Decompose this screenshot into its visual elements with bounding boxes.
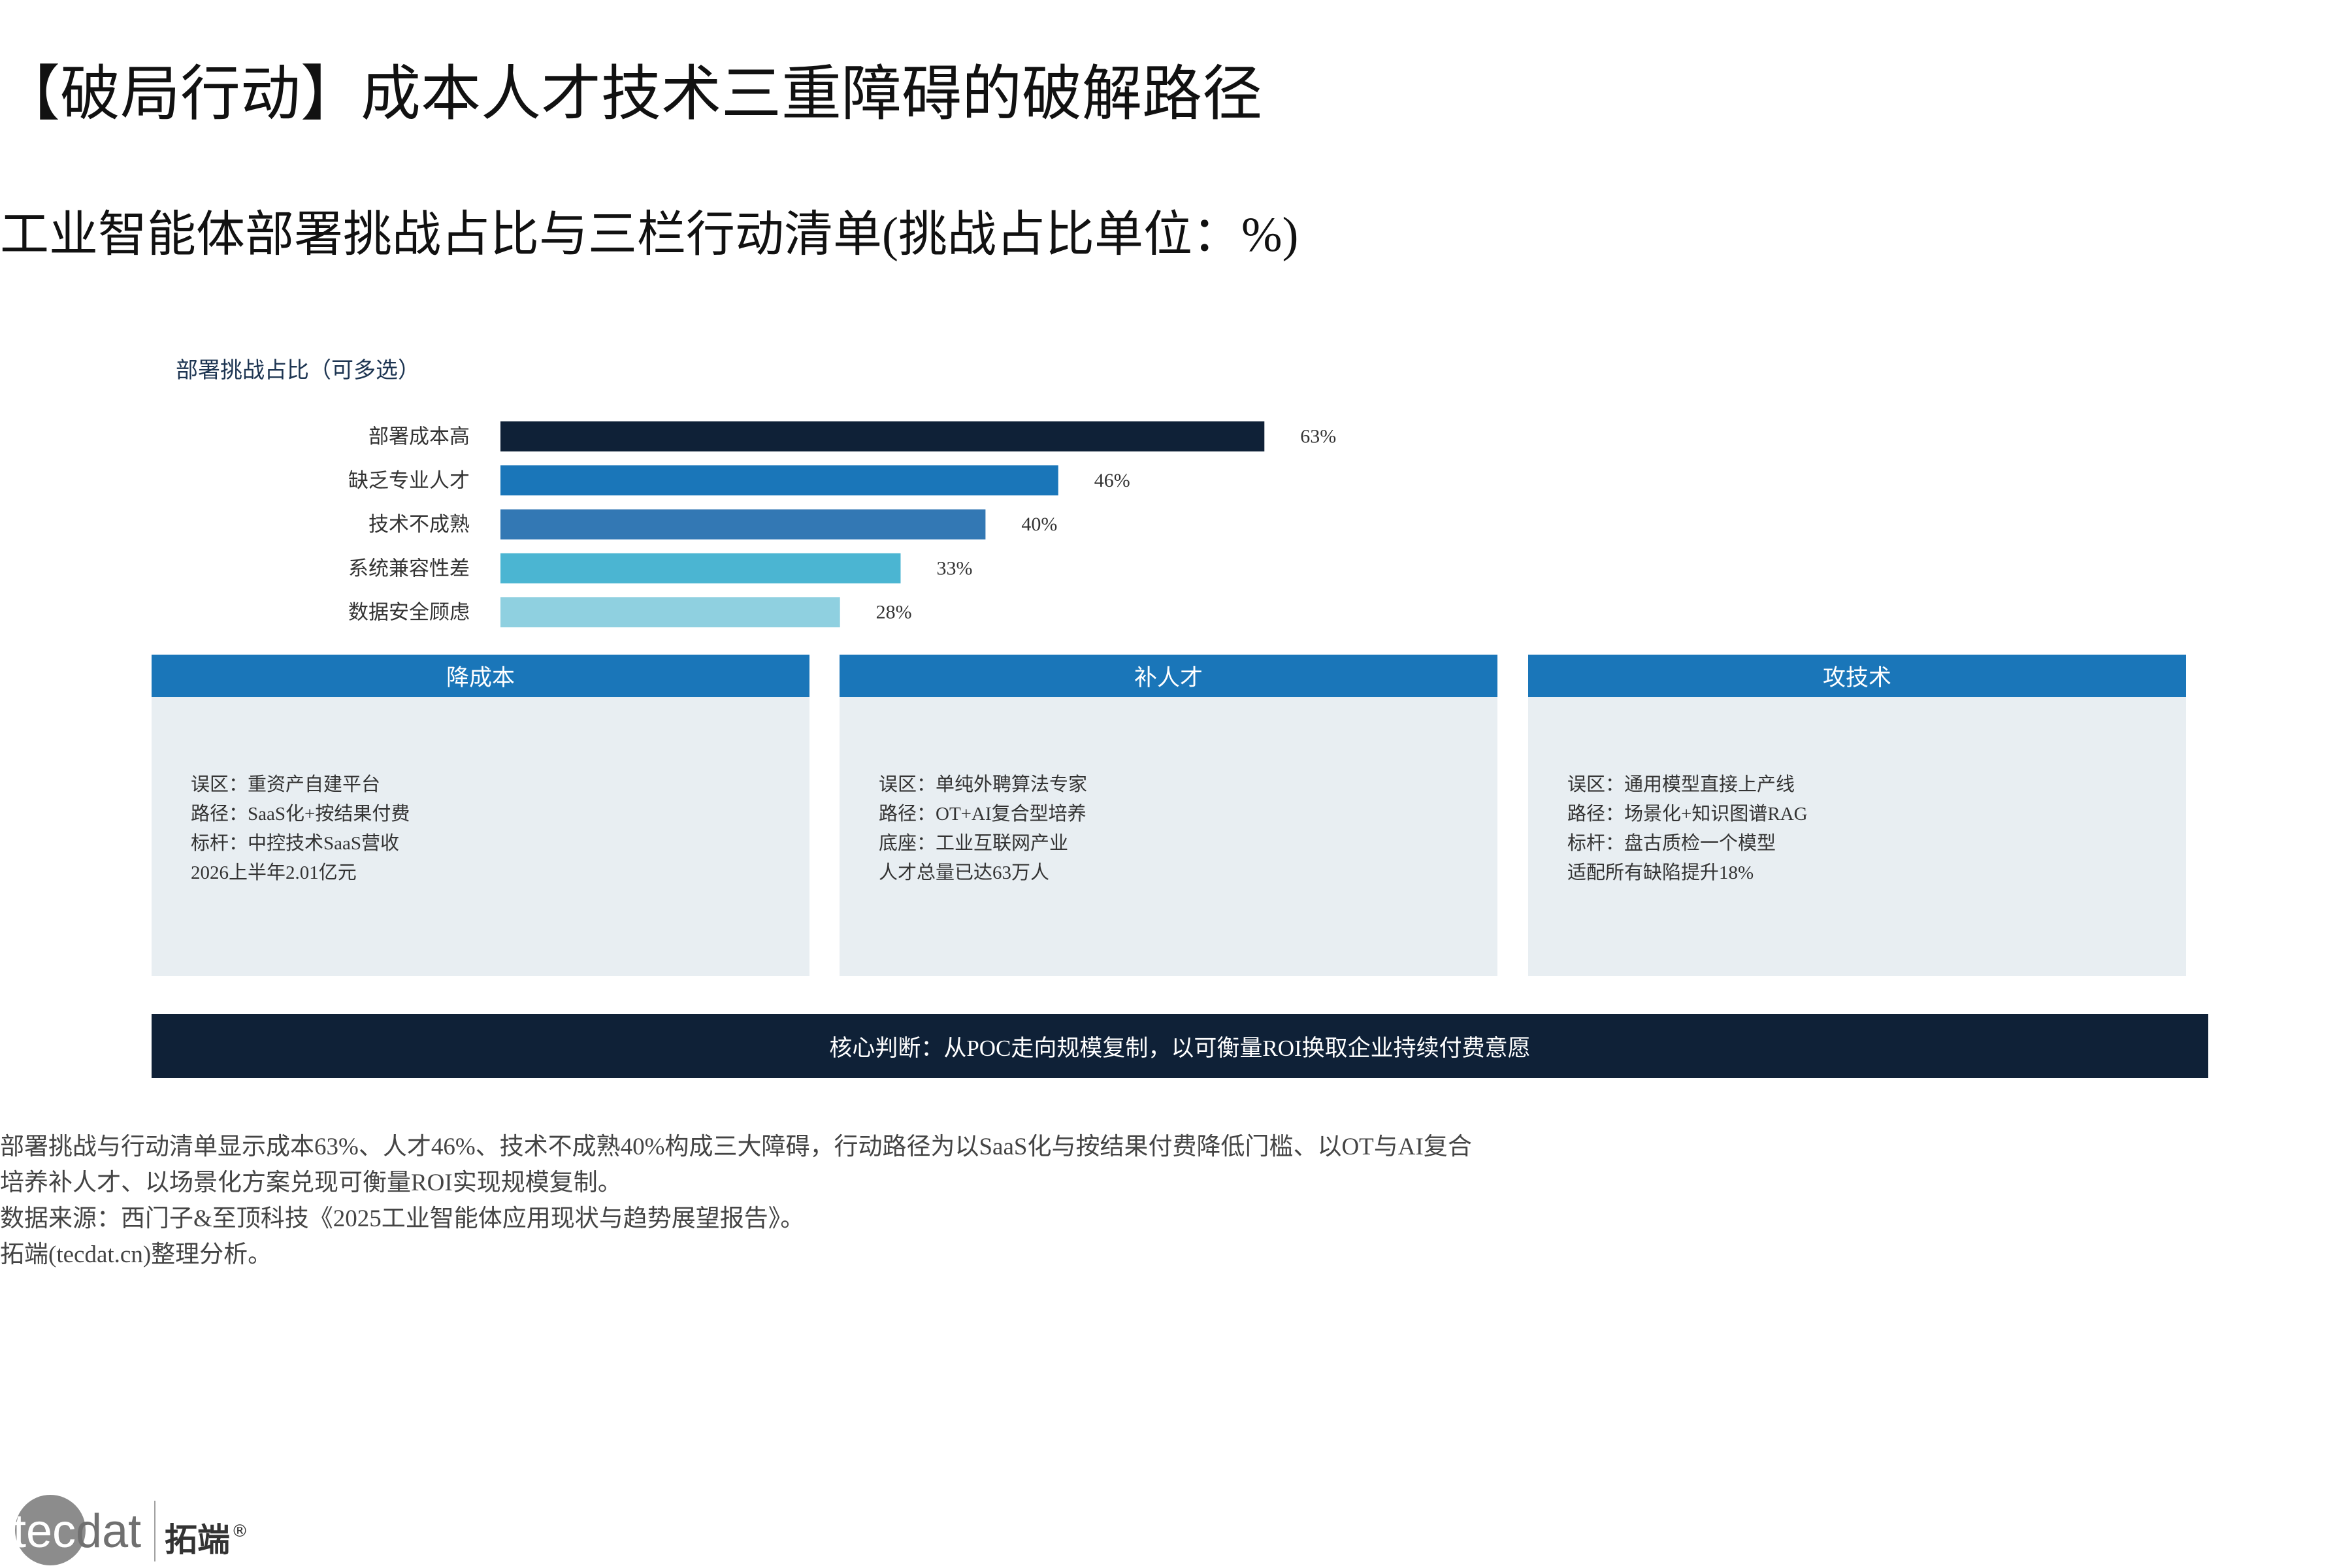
chart-title: 部署挑战占比（可多选） [176, 359, 420, 383]
bar-category-label-1: 部署成本高 [368, 425, 470, 448]
card-talent-header: 补人才 [840, 655, 1497, 697]
core-judgment-banner: 核心判断：从POC走向规模复制，以可衡量ROI换取企业持续付费意愿 [152, 1014, 2208, 1078]
bar-3 [500, 509, 986, 540]
footer-notes: 部署挑战与行动清单显示成本63%、人才46%、技术不成熟40%构成三大障碍，行动… [0, 1129, 1472, 1273]
card-tech: 攻技术 误区：通用模型直接上产线 路径：场景化+知识图谱RAG 标杆：盘古质检一… [1528, 655, 2186, 976]
card-line: 底座：工业互联网产业 [879, 833, 1069, 854]
bar-category-label-3: 技术不成熟 [368, 513, 470, 536]
bar-value-label-2: 46% [1094, 470, 1130, 491]
card-line: 路径：场景化+知识图谱RAG [1567, 804, 1808, 825]
bar-value-label-3: 40% [1021, 514, 1057, 535]
page-title: 【破局行动】成本人才技术三重障碍的破解路径 [0, 61, 1263, 127]
card-line: 适配所有缺陷提升18% [1567, 862, 1754, 883]
card-tech-body: 误区：通用模型直接上产线 路径：场景化+知识图谱RAG 标杆：盘古质检一个模型 … [1528, 697, 2186, 976]
logo-circle-icon [15, 1495, 86, 1565]
card-talent: 补人才 误区：单纯外聘算法专家 路径：OT+AI复合型培养 底座：工业互联网产业… [840, 655, 1497, 976]
card-line: 误区：单纯外聘算法专家 [879, 774, 1088, 795]
card-talent-body: 误区：单纯外聘算法专家 路径：OT+AI复合型培养 底座：工业互联网产业 人才总… [840, 697, 1497, 976]
bar-1 [500, 421, 1265, 451]
bar-category-label-5: 数据安全顾虑 [348, 601, 470, 624]
summary-text: 部署挑战与行动清单显示成本63%、人才46%、技术不成熟40%构成三大障碍，行动… [0, 1134, 1472, 1160]
bar-category-label-4: 系统兼容性差 [348, 557, 470, 580]
card-cost-body: 误区：重资产自建平台 路径：SaaS化+按结果付费 标杆：中控技术SaaS营收 … [152, 697, 809, 976]
page-subtitle: 工业智能体部署挑战占比与三栏行动清单(挑战占比单位：%) [0, 208, 1299, 262]
card-line: 2026上半年2.01亿元 [191, 862, 357, 883]
bar-2 [500, 465, 1058, 496]
card-line: 标杆：中控技术SaaS营收 [191, 833, 400, 854]
bar-5 [500, 597, 840, 628]
bar-category-label-2: 缺乏专业人才 [348, 469, 470, 492]
card-cost: 降成本 误区：重资产自建平台 路径：SaaS化+按结果付费 标杆：中控技术Saa… [152, 655, 809, 976]
logo-brand: 拓端® [165, 1511, 248, 1561]
logo-divider [154, 1501, 155, 1561]
source-note: 数据来源：西门子&至顶科技《2025工业智能体应用现状与趋势展望报告》。 [0, 1205, 805, 1232]
logo-brand-name: 拓端 [165, 1521, 230, 1559]
card-line: 误区：重资产自建平台 [191, 774, 381, 795]
card-line: 路径：OT+AI复合型培养 [879, 804, 1086, 825]
bar-value-label-5: 28% [876, 602, 912, 623]
card-cost-header: 降成本 [152, 655, 809, 697]
card-line: 人才总量已达63万人 [879, 862, 1050, 883]
card-line: 误区：通用模型直接上产线 [1567, 774, 1795, 795]
attribution-note: 拓端(tecdat.cn)整理分析。 [0, 1241, 272, 1268]
bar-chart: 部署成本高 63% 缺乏专业人才 46% 技术不成熟 40% 系统兼容性差 33% 数据安全顾虑… [348, 421, 1336, 628]
logo-part1: tec [13, 1505, 76, 1558]
bar-value-label-4: 33% [936, 557, 972, 579]
summary-text: 培养补人才、以场景化方案兑现可衡量ROI实现规模复制。 [0, 1169, 622, 1196]
logo-wordmark: tecdat [13, 1504, 141, 1559]
bar-4 [500, 553, 901, 583]
logo-part2: dat [76, 1505, 142, 1558]
bar-value-label-1: 63% [1300, 426, 1336, 448]
card-tech-header: 攻技术 [1528, 655, 2186, 697]
registered-mark: ® [231, 1522, 248, 1541]
card-line: 路径：SaaS化+按结果付费 [191, 804, 410, 825]
card-line: 标杆：盘古质检一个模型 [1567, 833, 1776, 854]
